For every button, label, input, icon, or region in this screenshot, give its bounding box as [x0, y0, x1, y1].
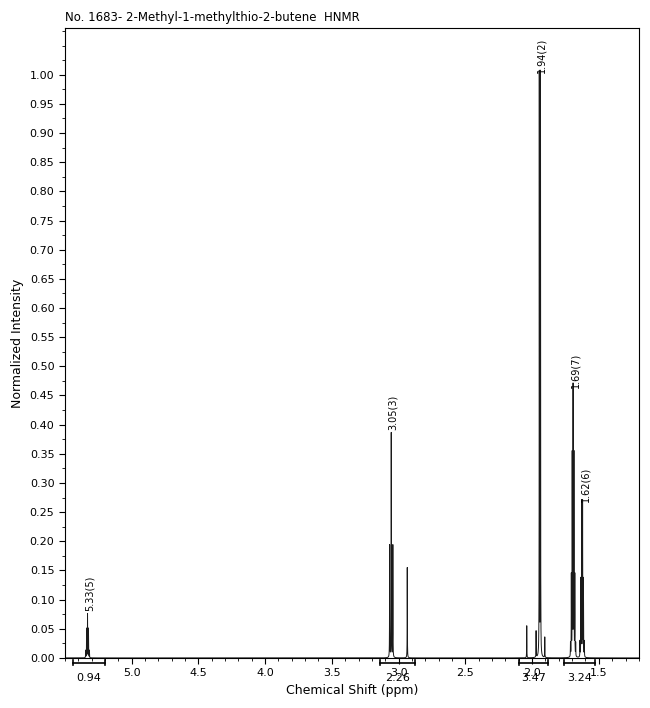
Text: 2.26: 2.26: [385, 673, 410, 683]
Text: 1.94(2): 1.94(2): [536, 38, 546, 73]
Text: 1.62(6): 1.62(6): [580, 467, 590, 501]
Text: 5.33(5): 5.33(5): [84, 576, 94, 611]
X-axis label: Chemical Shift (ppm): Chemical Shift (ppm): [285, 684, 418, 697]
Y-axis label: Normalized Intensity: Normalized Intensity: [11, 278, 24, 408]
Text: 0.94: 0.94: [77, 673, 101, 683]
Text: 3.47: 3.47: [521, 673, 546, 683]
Text: No. 1683- 2-Methyl-1-methylthio-2-butene  HNMR: No. 1683- 2-Methyl-1-methylthio-2-butene…: [65, 11, 359, 24]
Text: 1.69(7): 1.69(7): [571, 353, 581, 388]
Text: 3.24: 3.24: [567, 673, 592, 683]
Text: 3.05(3): 3.05(3): [388, 395, 398, 430]
